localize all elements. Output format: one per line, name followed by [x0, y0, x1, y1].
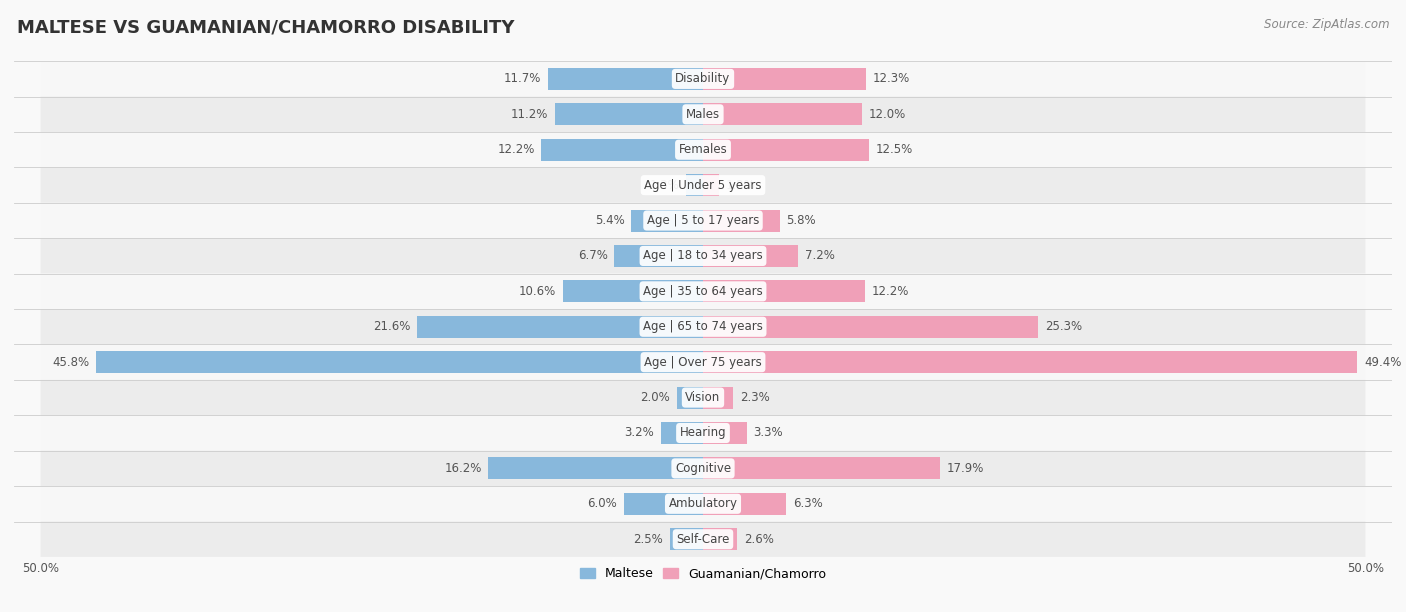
FancyBboxPatch shape	[41, 97, 1365, 132]
Bar	[562, 280, 703, 302]
Text: 1.2%: 1.2%	[725, 179, 755, 192]
Bar	[703, 174, 718, 196]
Text: 16.2%: 16.2%	[444, 462, 482, 475]
Text: 10.6%: 10.6%	[519, 285, 555, 298]
FancyBboxPatch shape	[41, 450, 1365, 486]
Bar	[703, 422, 747, 444]
Text: 11.7%: 11.7%	[503, 72, 541, 86]
Bar	[703, 209, 780, 231]
FancyBboxPatch shape	[41, 274, 1365, 309]
Text: 17.9%: 17.9%	[946, 462, 984, 475]
Bar	[623, 493, 703, 515]
Bar	[703, 280, 865, 302]
Text: Self-Care: Self-Care	[676, 532, 730, 546]
FancyBboxPatch shape	[41, 521, 1365, 557]
Text: 45.8%: 45.8%	[52, 356, 90, 368]
Bar	[548, 68, 703, 90]
Text: Age | Over 75 years: Age | Over 75 years	[644, 356, 762, 368]
Text: 6.0%: 6.0%	[588, 498, 617, 510]
Bar	[703, 316, 1038, 338]
Bar	[703, 351, 1358, 373]
FancyBboxPatch shape	[41, 132, 1365, 168]
Text: Age | Under 5 years: Age | Under 5 years	[644, 179, 762, 192]
Text: Vision: Vision	[685, 391, 721, 404]
FancyBboxPatch shape	[41, 416, 1365, 450]
FancyBboxPatch shape	[41, 203, 1365, 238]
Bar	[554, 103, 703, 125]
Bar	[703, 493, 786, 515]
Bar	[703, 139, 869, 161]
Bar	[703, 528, 738, 550]
Text: 12.3%: 12.3%	[873, 72, 910, 86]
Bar	[703, 103, 862, 125]
Bar	[488, 457, 703, 479]
Bar	[661, 422, 703, 444]
Bar	[669, 528, 703, 550]
Text: 12.0%: 12.0%	[869, 108, 905, 121]
Text: Age | 18 to 34 years: Age | 18 to 34 years	[643, 250, 763, 263]
FancyBboxPatch shape	[41, 168, 1365, 203]
Bar	[703, 457, 941, 479]
Text: 12.5%: 12.5%	[875, 143, 912, 156]
Text: 25.3%: 25.3%	[1045, 320, 1083, 334]
Text: 7.2%: 7.2%	[806, 250, 835, 263]
Text: Cognitive: Cognitive	[675, 462, 731, 475]
Text: 11.2%: 11.2%	[510, 108, 548, 121]
Text: 2.5%: 2.5%	[634, 532, 664, 546]
Bar	[614, 245, 703, 267]
Text: Source: ZipAtlas.com: Source: ZipAtlas.com	[1264, 18, 1389, 31]
Text: Disability: Disability	[675, 72, 731, 86]
Text: 3.3%: 3.3%	[754, 427, 783, 439]
Text: 5.8%: 5.8%	[786, 214, 815, 227]
Text: 21.6%: 21.6%	[373, 320, 411, 334]
Bar	[703, 68, 866, 90]
Text: Males: Males	[686, 108, 720, 121]
Text: 12.2%: 12.2%	[498, 143, 534, 156]
Text: Age | 65 to 74 years: Age | 65 to 74 years	[643, 320, 763, 334]
Text: Age | 35 to 64 years: Age | 35 to 64 years	[643, 285, 763, 298]
Text: 49.4%: 49.4%	[1364, 356, 1402, 368]
FancyBboxPatch shape	[41, 309, 1365, 345]
Text: 5.4%: 5.4%	[595, 214, 624, 227]
Text: MALTESE VS GUAMANIAN/CHAMORRO DISABILITY: MALTESE VS GUAMANIAN/CHAMORRO DISABILITY	[17, 18, 515, 36]
FancyBboxPatch shape	[41, 61, 1365, 97]
Bar	[686, 174, 703, 196]
Text: 12.2%: 12.2%	[872, 285, 908, 298]
Text: 3.2%: 3.2%	[624, 427, 654, 439]
Text: Age | 5 to 17 years: Age | 5 to 17 years	[647, 214, 759, 227]
FancyBboxPatch shape	[41, 380, 1365, 416]
Bar	[703, 245, 799, 267]
Text: Hearing: Hearing	[679, 427, 727, 439]
Bar	[703, 387, 734, 409]
FancyBboxPatch shape	[41, 345, 1365, 380]
Bar	[541, 139, 703, 161]
Bar	[416, 316, 703, 338]
Bar	[631, 209, 703, 231]
Text: Ambulatory: Ambulatory	[668, 498, 738, 510]
Text: 6.7%: 6.7%	[578, 250, 607, 263]
Legend: Maltese, Guamanian/Chamorro: Maltese, Guamanian/Chamorro	[575, 562, 831, 585]
Text: 2.6%: 2.6%	[744, 532, 773, 546]
Text: 1.3%: 1.3%	[650, 179, 679, 192]
FancyBboxPatch shape	[41, 238, 1365, 274]
Bar	[96, 351, 703, 373]
Text: 2.0%: 2.0%	[640, 391, 669, 404]
Text: 6.3%: 6.3%	[793, 498, 823, 510]
FancyBboxPatch shape	[41, 486, 1365, 521]
Text: Females: Females	[679, 143, 727, 156]
Text: 2.3%: 2.3%	[740, 391, 770, 404]
Bar	[676, 387, 703, 409]
